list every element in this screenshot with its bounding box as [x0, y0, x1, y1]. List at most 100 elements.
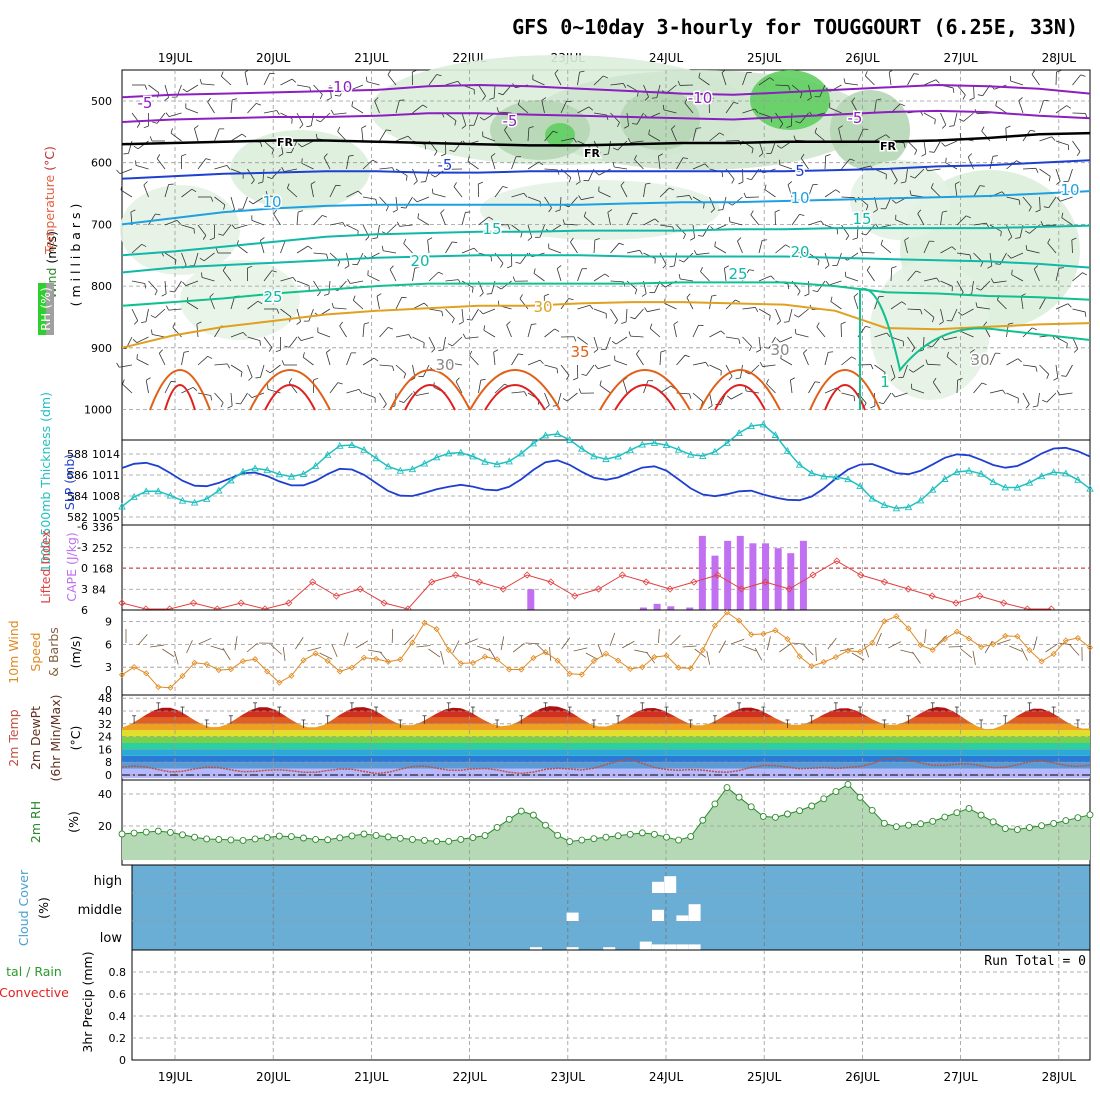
rh2m-area-high — [122, 784, 1090, 860]
upper-wind-barb-flag — [878, 402, 884, 405]
upper-wind-barb-flag — [326, 349, 331, 353]
upper-wind-barb — [634, 159, 644, 170]
upper-wind-barb — [973, 222, 987, 226]
upper-wind-barb — [504, 129, 512, 142]
upper-wind-barb-flag — [888, 69, 894, 73]
temp-band — [122, 736, 1090, 743]
upper-wind-barb-flag — [132, 339, 138, 343]
upper-wind-barb-flag — [398, 400, 404, 404]
rh2m-marker — [324, 836, 332, 844]
upper-wind-barb-flag — [1015, 237, 1021, 239]
rh2m-marker — [614, 832, 622, 840]
cloud-grid — [132, 865, 1090, 950]
upper-wind-barb — [379, 392, 387, 405]
upper-wind-barb — [649, 328, 661, 338]
upper-wind-barb-flag — [276, 308, 280, 314]
upper-wind-barb — [296, 212, 299, 226]
temperature-contour-35 — [699, 369, 781, 411]
upper-wind-barb — [158, 353, 166, 366]
temperature-contour — [121, 83, 1091, 99]
upper-wind-barb-flag — [921, 153, 927, 157]
upper-wind-barb-flag — [900, 103, 905, 107]
lifted-index-ytick-label: 3 — [81, 583, 88, 596]
upper-wind-barb-flag — [900, 181, 906, 184]
wind10m-marker — [772, 627, 779, 634]
upper-wind-barb-flag — [636, 349, 640, 355]
upper-wind-barb-flag — [570, 237, 574, 243]
thickness-marker — [953, 468, 961, 475]
date-label-bottom: 23JUL — [551, 1070, 586, 1084]
upper-wind-barb — [1039, 100, 1044, 114]
upper-wind-barb — [1005, 127, 1007, 142]
upper-wind-barb — [795, 333, 809, 338]
upper-wind-barb-flag — [890, 377, 896, 381]
lifted-index-marker — [618, 571, 626, 579]
upper-wind-barb — [775, 84, 789, 87]
upper-wind-barb-flag — [248, 376, 253, 381]
lifted-index-line — [121, 560, 1052, 610]
upper-wind-barb — [927, 168, 941, 172]
wind10m-marker — [203, 661, 210, 668]
wind10m-barb — [912, 651, 921, 664]
upper-grid — [122, 70, 1090, 440]
upper-wind-barb — [888, 72, 892, 86]
upper-wind-barb-flag — [853, 396, 856, 402]
upper-wind-barb-flag — [449, 149, 455, 152]
thickness-marker — [735, 429, 743, 436]
upper-wind-barb — [907, 73, 915, 86]
upper-wind-barb-flag — [669, 265, 675, 268]
wind10m-marker — [1002, 632, 1009, 639]
upper-wind-barb — [533, 273, 545, 282]
upper-wind-barb — [214, 392, 224, 403]
upper-wind-barb — [517, 104, 529, 114]
upper-wind-barb — [830, 301, 842, 310]
dewpoint-line — [121, 757, 1091, 775]
upper-wind-barb — [956, 280, 964, 293]
upper-wind-barb — [698, 77, 710, 86]
upper-wind-barb — [449, 362, 463, 366]
upper-wind-barb-flag — [146, 377, 151, 381]
upper-wind-barb — [186, 84, 199, 93]
wind10m-marker — [191, 659, 198, 666]
upper-wind-barb-flag — [660, 350, 666, 353]
wind10m-marker — [917, 642, 924, 649]
upper-wind-barb — [328, 280, 331, 294]
wind10m-marker — [578, 671, 585, 678]
upper-wind-barb-flag — [735, 299, 741, 303]
upper-wind-barb — [907, 308, 921, 311]
upper-wind-barb — [714, 246, 727, 254]
date-label-top: 25JUL — [747, 51, 782, 65]
upper-wind-barb-flag — [603, 153, 609, 156]
upper-wind-barb — [857, 165, 871, 170]
upper-wind-barb — [758, 112, 772, 118]
upper-wind-barb — [912, 364, 925, 373]
upper-wind-barb — [940, 112, 947, 126]
upper-wind-barb — [758, 336, 761, 350]
wind10m-barb — [404, 634, 415, 646]
upper-wind-barb — [362, 324, 365, 338]
rh2m-marker — [675, 836, 683, 844]
rh2m-marker — [735, 793, 743, 801]
temp2m-series — [121, 702, 1091, 776]
upper-wind-barb-flag — [412, 69, 418, 73]
contour-label: 30 — [770, 341, 789, 359]
upper-wind-barb-flag — [793, 135, 796, 141]
upper-wind-barb — [156, 158, 166, 170]
upper-wind-barb-flag — [838, 125, 843, 129]
upper-wind-barb — [350, 280, 364, 284]
upper-wind-barb — [301, 162, 314, 170]
upper-wind-barb-flag — [490, 153, 496, 157]
upper-wind-barb — [730, 392, 743, 400]
temp2m-axis-title3: (6hr Min/Max) — [48, 695, 63, 782]
upper-wind-barb-flag — [451, 318, 455, 324]
upper-wind-barb — [482, 136, 496, 142]
upper-wind-barb-flag — [721, 172, 724, 178]
upper-wind-barb — [351, 105, 364, 114]
wind10m-barb — [634, 649, 648, 654]
upper-wind-barb-flag — [717, 209, 723, 211]
upper-wind-barb-flag — [493, 349, 499, 353]
upper-wind-barb — [280, 277, 294, 282]
upper-wind-barb-flag — [873, 209, 878, 213]
upper-wind-barb — [824, 252, 830, 266]
upper-wind-barb-flag — [467, 156, 470, 162]
